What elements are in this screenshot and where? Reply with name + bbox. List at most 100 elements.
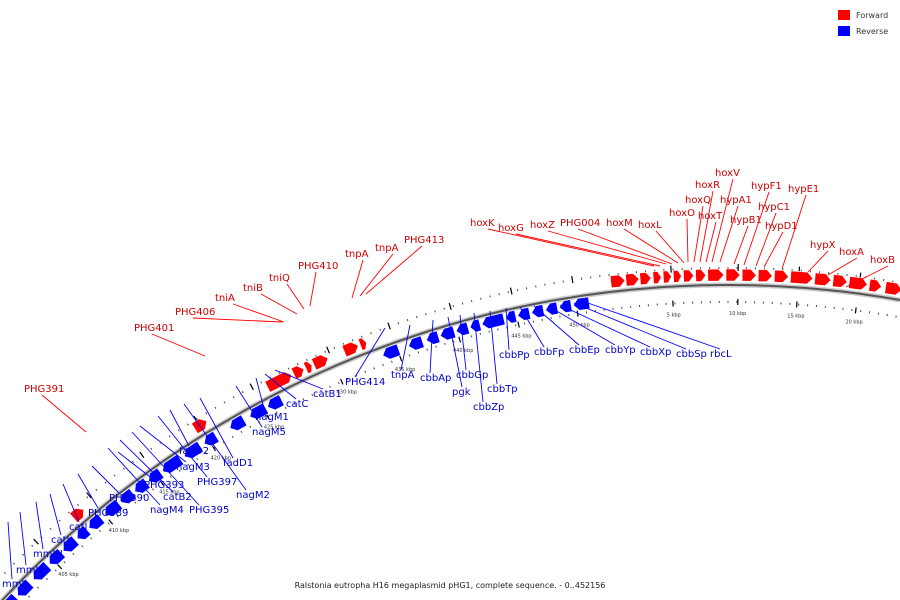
- minor-tick: [72, 552, 75, 556]
- minor-tick: [426, 348, 429, 351]
- scale-label: 15 kbp: [787, 313, 804, 319]
- minor-tick: [470, 335, 473, 338]
- reverse-leader: [19, 511, 27, 566]
- reverse-gene-label: mmlJ: [2, 579, 27, 590]
- minor-tick: [293, 402, 296, 405]
- forward-leader: [232, 303, 285, 323]
- scale-label: 10 kbp: [729, 311, 746, 317]
- scale-label: 445 kbp: [511, 333, 531, 339]
- forward-gene-block: [707, 268, 725, 282]
- forward-gene-block: [311, 354, 329, 371]
- major-tick: [159, 480, 165, 486]
- reverse-leader: [7, 521, 13, 580]
- minor-tick: [434, 310, 436, 313]
- forward-leader: [655, 230, 685, 264]
- forward-leader: [309, 271, 317, 307]
- backbone-track: [0, 282, 900, 600]
- forward-leader: [827, 257, 858, 276]
- reverse-gene-label: PHG390: [109, 493, 149, 504]
- reverse-leader: [519, 306, 545, 348]
- forward-gene-block: [357, 337, 367, 351]
- forward-gene-block: [639, 272, 652, 286]
- reverse-gene-label: catB1: [313, 389, 342, 400]
- forward-gene-label: tniQ: [269, 273, 290, 284]
- forward-leader: [693, 205, 704, 263]
- forward-gene-block: [662, 270, 672, 284]
- minor-tick: [443, 307, 445, 310]
- minor-tick: [196, 457, 199, 461]
- minor-tick: [364, 370, 367, 374]
- reverse-gene-block: [469, 318, 482, 333]
- forward-gene-label: hoxL: [638, 220, 662, 231]
- scale-label: 410 kbp: [109, 528, 129, 534]
- forward-leader: [781, 194, 807, 270]
- reverse-gene-label: catB2: [163, 492, 192, 503]
- minor-tick: [28, 595, 31, 598]
- minor-tick: [222, 441, 225, 444]
- forward-leader: [286, 283, 305, 310]
- major-tick: [387, 322, 391, 330]
- minor-tick: [241, 391, 244, 394]
- reverse-leader: [35, 501, 44, 550]
- minor-tick: [67, 511, 70, 514]
- minor-tick: [36, 586, 40, 589]
- forward-leader: [743, 191, 770, 266]
- forward-gene-block: [789, 270, 814, 285]
- minor-tick: [58, 519, 61, 522]
- reverse-leader: [107, 447, 161, 506]
- forward-leader: [733, 225, 749, 265]
- minor-tick: [107, 522, 110, 525]
- forward-gene-block: [682, 269, 695, 283]
- minor-tick: [49, 527, 52, 530]
- forward-leader: [845, 265, 889, 288]
- forward-gene-block: [652, 271, 662, 285]
- scale-label: 450 kbp: [569, 323, 589, 329]
- forward-leader: [686, 218, 689, 263]
- legend: Forward Reverse: [838, 10, 888, 36]
- scale-label: 425 kbp: [264, 425, 284, 431]
- minor-tick: [63, 561, 66, 564]
- minor-tick: [45, 577, 48, 581]
- reverse-leader: [400, 324, 411, 371]
- minor-tick: [333, 346, 336, 349]
- forward-gene-label: hoxG: [498, 223, 524, 234]
- scale-label: 5 kbp: [667, 313, 681, 319]
- reverse-gene-block: [572, 296, 591, 311]
- reverse-gene-label: PHG397: [197, 477, 237, 488]
- minor-tick: [320, 389, 322, 392]
- reverse-leader: [459, 314, 467, 371]
- forward-gene-label: hypX: [810, 240, 836, 251]
- reverse-gene-label: mmlH: [33, 549, 63, 560]
- minor-tick: [177, 429, 180, 432]
- minor-tick: [361, 335, 363, 338]
- forward-gene-block: [341, 341, 359, 358]
- minor-tick: [122, 467, 125, 470]
- reverse-leader: [199, 397, 234, 459]
- reverse-gene-label: cbbZp: [473, 402, 504, 413]
- minor-tick: [444, 342, 446, 346]
- forward-gene-label: hoxA: [839, 247, 864, 258]
- major-tick: [448, 302, 452, 310]
- minor-tick: [346, 378, 349, 381]
- reverse-gene-block: [16, 578, 35, 597]
- minor-tick: [169, 475, 172, 478]
- map-caption: Ralstonia eutropha H16 megaplasmid pHG1,…: [295, 581, 606, 590]
- reverse-leader: [119, 439, 174, 493]
- reverse-gene-label: PHG395: [189, 505, 229, 516]
- minor-tick: [337, 381, 340, 385]
- forward-leader: [577, 228, 673, 265]
- forward-leader: [359, 253, 394, 297]
- forward-gene-block: [290, 365, 305, 380]
- reverse-leader: [157, 415, 208, 478]
- reverse-gene-block: [481, 312, 506, 330]
- forward-leader: [515, 233, 661, 267]
- reverse-leader: [255, 377, 266, 413]
- scale-label: 440 kbp: [453, 348, 473, 354]
- forward-gene-block: [609, 274, 626, 289]
- forward-leader: [41, 394, 87, 433]
- minor-tick: [77, 503, 80, 506]
- reverse-gene-block: [88, 513, 106, 530]
- reverse-leader: [354, 327, 386, 378]
